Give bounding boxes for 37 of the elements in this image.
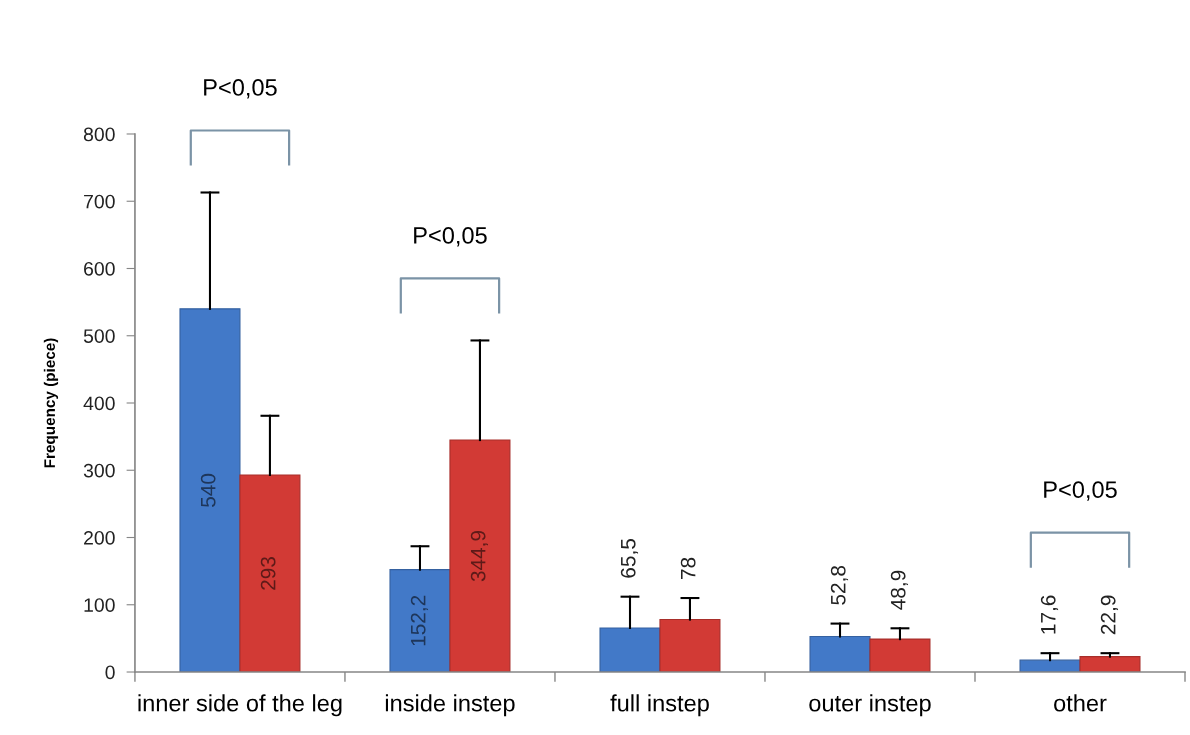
y-tick-label: 400 bbox=[83, 396, 115, 411]
x-tick-label: inside instep bbox=[385, 694, 515, 717]
data-label: 65,5 bbox=[620, 539, 639, 578]
x-tick-label: full instep bbox=[610, 694, 709, 717]
y-tick-label: 100 bbox=[84, 598, 115, 612]
data-label: 48,9 bbox=[890, 570, 909, 610]
y-axis-title: Frequency (piece) bbox=[43, 338, 59, 468]
x-tick-label: other bbox=[1054, 694, 1107, 712]
bar bbox=[1079, 656, 1141, 673]
y-tick-label: 600 bbox=[84, 261, 115, 276]
annotation: P<0,05 bbox=[414, 227, 487, 247]
y-tick-label: 500 bbox=[83, 329, 115, 343]
bar bbox=[239, 474, 301, 673]
bar bbox=[599, 627, 661, 673]
y-tick-label: 800 bbox=[83, 127, 115, 142]
bar bbox=[659, 618, 721, 673]
data-label: 293 bbox=[260, 557, 276, 590]
bar bbox=[449, 439, 511, 673]
bar bbox=[869, 638, 931, 673]
data-label: 152,2 bbox=[410, 595, 429, 646]
data-label: 17,6 bbox=[1040, 595, 1059, 634]
y-tick-label: 300 bbox=[83, 463, 115, 478]
data-label: 22,9 bbox=[1100, 595, 1119, 635]
bar bbox=[389, 569, 451, 673]
data-label: 540 bbox=[200, 473, 216, 507]
annotation: P<0,05 bbox=[1044, 481, 1117, 501]
y-tick-label: 700 bbox=[84, 194, 115, 209]
x-tick-label: inner side of the leg bbox=[138, 694, 342, 717]
bar bbox=[179, 308, 241, 673]
y-tick-label: 0 bbox=[105, 665, 115, 680]
y-tick-label: 200 bbox=[84, 530, 115, 545]
bar bbox=[809, 635, 871, 673]
data-label: 344,9 bbox=[470, 530, 488, 582]
data-label: 78 bbox=[680, 557, 696, 579]
x-tick-label: outer instep bbox=[809, 694, 931, 717]
text: P<0,05 bbox=[204, 79, 277, 99]
data-label: 52,8 bbox=[830, 565, 849, 605]
